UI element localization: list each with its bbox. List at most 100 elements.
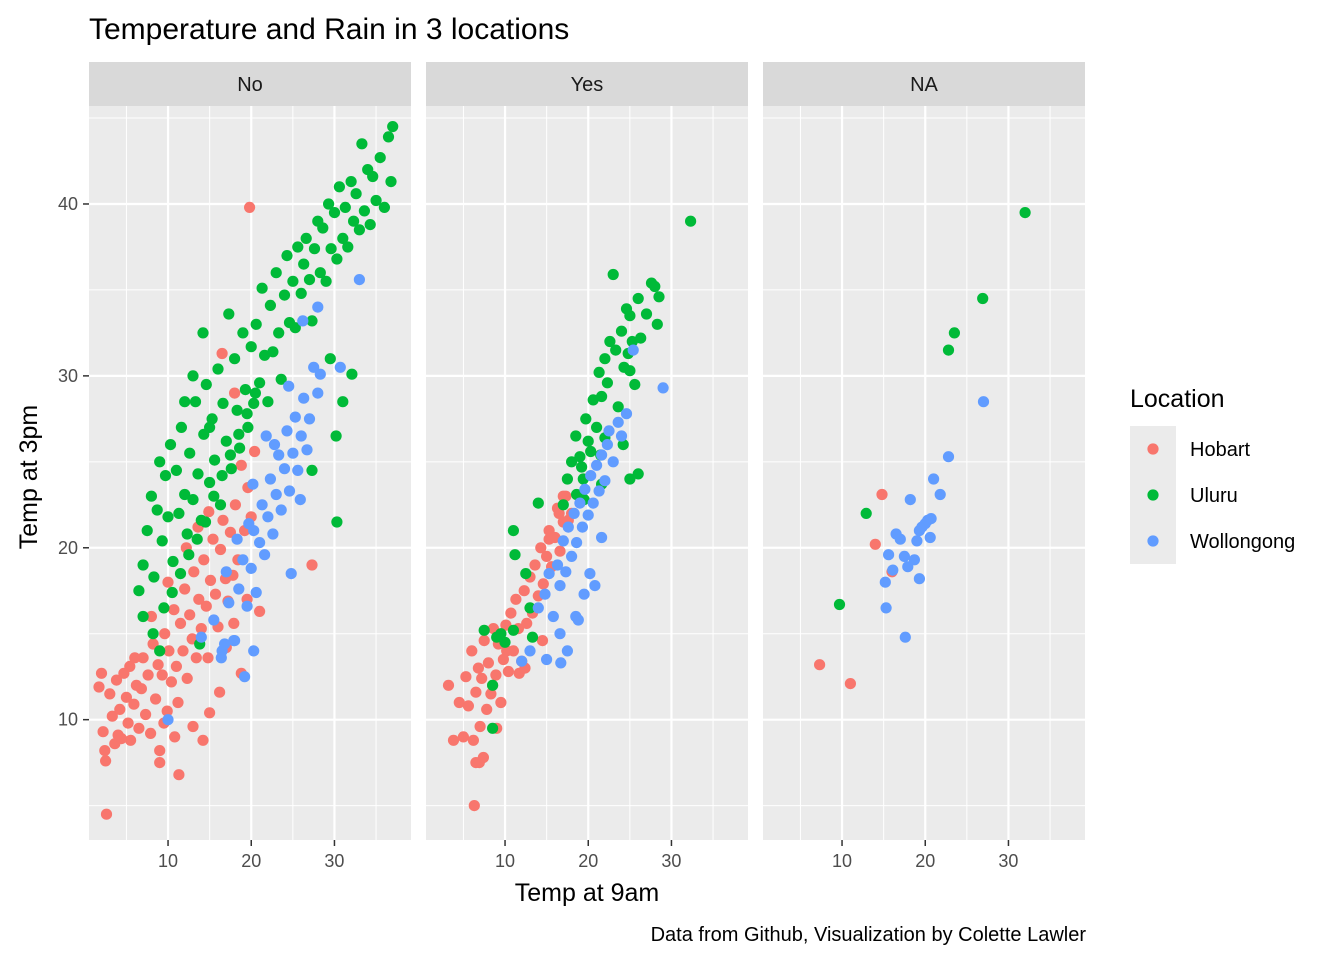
data-point <box>195 631 207 643</box>
data-point <box>164 439 177 451</box>
data-point <box>283 485 296 497</box>
data-point <box>278 463 291 475</box>
data-point <box>204 421 216 433</box>
data-point <box>378 201 390 213</box>
y-tick-label: 30 <box>58 366 78 386</box>
data-point <box>599 353 611 365</box>
data-point <box>574 451 586 463</box>
data-point <box>501 645 513 657</box>
data-point <box>306 559 318 571</box>
data-point <box>216 347 228 360</box>
data-point <box>913 573 926 585</box>
data-point <box>237 327 249 339</box>
data-point <box>467 734 479 746</box>
chart-title: Temperature and Rain in 3 locations <box>89 13 569 46</box>
data-point <box>99 745 111 757</box>
data-point <box>173 507 185 519</box>
data-point <box>212 363 224 375</box>
data-point <box>106 710 118 722</box>
data-point <box>228 635 240 647</box>
data-point <box>582 509 594 521</box>
data-point <box>248 645 260 657</box>
data-point <box>477 751 489 764</box>
data-point <box>147 628 159 640</box>
data-point <box>942 344 955 356</box>
data-point <box>192 468 204 480</box>
data-point <box>93 681 105 693</box>
data-point <box>657 382 669 394</box>
data-point <box>159 628 171 640</box>
data-point <box>328 207 341 219</box>
legend-entry-uluru: Uluru <box>1130 472 1238 518</box>
data-point <box>209 588 222 600</box>
data-point <box>198 554 210 566</box>
data-point <box>184 609 196 621</box>
data-point <box>175 421 187 433</box>
data-point <box>543 533 555 545</box>
data-point <box>323 198 335 210</box>
data-point <box>162 714 174 726</box>
legend-entry-wollongong: Wollongong <box>1130 518 1295 564</box>
data-point <box>187 494 199 506</box>
data-point <box>640 308 653 320</box>
data-point <box>225 463 237 475</box>
data-point <box>312 387 324 399</box>
data-point <box>250 586 262 599</box>
data-point <box>470 686 482 698</box>
data-point <box>860 507 872 519</box>
data-point <box>507 624 519 636</box>
data-point <box>596 449 608 461</box>
data-point <box>537 578 549 590</box>
data-point <box>289 411 301 423</box>
data-point <box>181 528 193 540</box>
legend-key-dot <box>1147 535 1159 547</box>
data-point <box>298 258 310 270</box>
data-point <box>159 470 172 482</box>
data-point <box>154 456 166 468</box>
data-point <box>229 353 241 365</box>
data-point <box>145 610 157 623</box>
data-point <box>547 610 559 623</box>
data-point <box>612 416 624 428</box>
data-point <box>462 700 474 712</box>
data-point <box>152 659 164 671</box>
facet-strip <box>426 62 748 106</box>
data-point <box>148 571 160 583</box>
data-point <box>453 696 465 709</box>
data-point <box>115 733 127 745</box>
data-point <box>510 593 522 605</box>
data-point <box>615 430 628 442</box>
data-point <box>610 344 622 356</box>
data-point <box>387 121 399 133</box>
data-point <box>140 708 152 721</box>
data-point <box>591 421 603 433</box>
data-point <box>555 657 567 669</box>
data-point <box>179 396 191 408</box>
data-point <box>154 645 166 657</box>
data-point <box>320 275 332 287</box>
data-point <box>189 396 202 408</box>
legend-label: Hobart <box>1190 439 1250 461</box>
data-point <box>285 568 297 580</box>
data-point <box>268 439 281 451</box>
data-point <box>169 731 181 743</box>
data-point <box>154 757 166 769</box>
data-point <box>220 435 232 447</box>
data-point <box>353 274 365 286</box>
data-point <box>685 215 697 227</box>
data-point <box>104 688 116 700</box>
x-tick-label: 30 <box>661 851 681 871</box>
legend-label: Uluru <box>1190 485 1238 507</box>
data-point <box>911 535 923 547</box>
data-point <box>229 499 241 511</box>
data-point <box>256 499 268 511</box>
data-point <box>264 473 276 485</box>
data-point <box>632 468 644 480</box>
data-point <box>330 430 342 442</box>
data-point <box>342 241 354 253</box>
data-point <box>576 461 588 473</box>
data-point <box>275 504 287 516</box>
data-point <box>228 617 240 630</box>
data-point <box>580 413 592 425</box>
data-point <box>223 597 235 609</box>
